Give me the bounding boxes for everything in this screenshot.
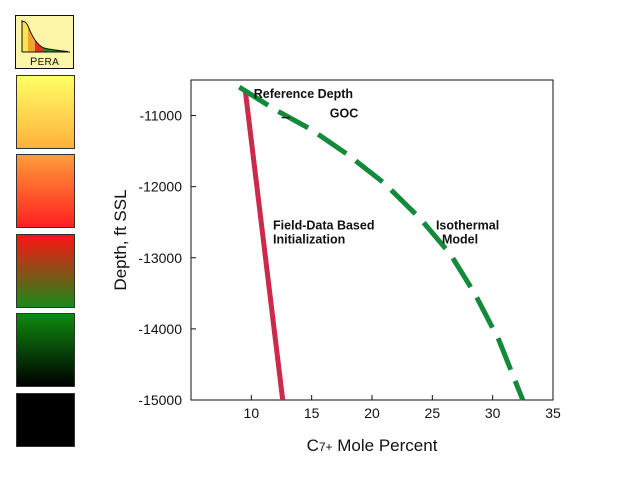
series-layer — [237, 84, 526, 401]
annotation-goc: GOC — [330, 107, 358, 121]
y-tick-label: -11000 — [139, 108, 182, 124]
logo-text: PERA — [29, 56, 60, 68]
color-swatch-yellow — [16, 75, 75, 149]
x-tick-label: 35 — [545, 405, 561, 421]
sidebar: PERA — [0, 0, 80, 478]
color-swatch-red-green — [16, 234, 75, 308]
annotation-field-data-line2: Initialization — [273, 233, 345, 247]
x-tick-label: 15 — [304, 405, 320, 421]
isothermal-model-line — [237, 84, 526, 401]
x-axis: 10 15 20 25 30 35 — [244, 395, 561, 421]
color-swatch-green-black — [16, 313, 75, 387]
y-tick-label: -15000 — [138, 392, 182, 408]
x-tick-label: 10 — [244, 405, 260, 421]
distribution-curve-icon — [21, 20, 70, 53]
y-tick-label: -13000 — [138, 250, 182, 266]
pera-logo: PERA — [15, 15, 74, 69]
annotation-isothermal-line2: Model — [442, 233, 478, 247]
y-tick-label: -14000 — [138, 321, 182, 337]
plot-frame — [190, 79, 554, 401]
color-swatch-orange — [16, 154, 75, 228]
color-swatch-black — [16, 393, 75, 447]
x-tick-label: 20 — [364, 405, 380, 421]
x-axis-title: C7+ Mole Percent — [307, 436, 438, 455]
x-tick-label: 30 — [485, 405, 501, 421]
annotation-field-data-line1: Field-Data Based — [273, 218, 374, 232]
y-tick-label: -12000 — [138, 179, 182, 195]
y-axis-title: Depth, ft SSL — [111, 189, 130, 290]
field-data-line — [242, 90, 286, 401]
y-axis: -11000 -12000 -13000 -14000 -15000 — [138, 108, 196, 408]
annotation-isothermal-line1: Isothermal — [436, 218, 499, 232]
annotation-layer: Reference Depth GOC Field-Data BasedInitia… — [254, 87, 499, 247]
annotation-reference-depth: Reference Depth — [254, 87, 353, 101]
x-tick-label: 25 — [425, 405, 441, 421]
